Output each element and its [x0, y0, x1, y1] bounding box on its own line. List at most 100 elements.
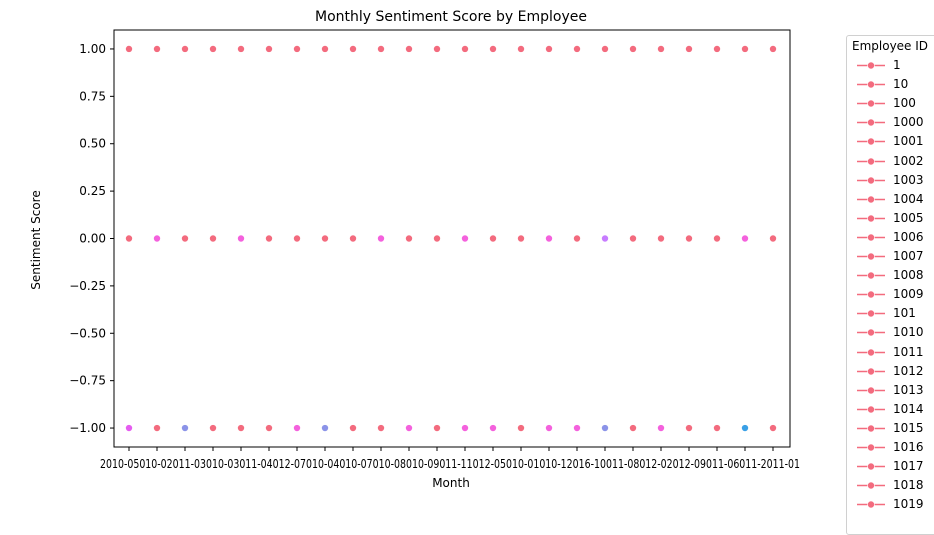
legend-label: 1015 — [893, 420, 924, 435]
legend-marker — [857, 271, 885, 280]
data-point — [685, 424, 693, 432]
data-point — [181, 45, 189, 53]
data-point — [657, 234, 665, 243]
data-point — [769, 45, 777, 53]
legend-label: 1005 — [893, 210, 924, 225]
legend-label: 1012 — [893, 363, 924, 378]
data-point — [545, 45, 553, 53]
data-point — [489, 424, 497, 432]
data-point — [769, 234, 777, 243]
y-tick-label: −1.00 — [69, 421, 106, 435]
legend-marker — [857, 500, 885, 509]
data-point — [377, 45, 385, 53]
data-point — [293, 424, 301, 432]
data-point — [237, 234, 245, 243]
data-point — [573, 234, 581, 243]
legend-title: Employee ID — [852, 39, 929, 53]
legend-label: 1014 — [893, 401, 924, 416]
data-point — [685, 234, 693, 243]
data-point — [461, 234, 469, 243]
legend-item: 1011 — [855, 343, 934, 362]
data-point — [209, 45, 217, 53]
data-point — [517, 424, 525, 432]
y-tick-label: 1.00 — [79, 42, 106, 56]
data-point — [629, 234, 637, 243]
legend-item: 1000 — [855, 113, 934, 132]
legend-marker — [857, 80, 885, 89]
legend-marker — [857, 214, 885, 223]
data-point — [545, 234, 553, 243]
data-point — [741, 234, 749, 243]
data-point — [321, 234, 329, 243]
legend-label: 1009 — [893, 287, 924, 302]
legend-marker — [857, 176, 885, 184]
data-point — [601, 45, 609, 53]
legend-label: 101 — [893, 306, 916, 321]
legend-marker — [857, 118, 885, 127]
legend-item: 1015 — [855, 419, 934, 438]
legend-marker — [857, 195, 885, 203]
legend-item: 1014 — [855, 400, 934, 419]
legend-item: 1008 — [855, 266, 934, 285]
data-point — [517, 234, 525, 243]
data-point — [657, 45, 665, 53]
legend: Employee ID 1 10 100 1000 1001 1002 1003 1004 10… — [846, 35, 934, 535]
legend-marker — [857, 157, 885, 165]
legend-item: 1005 — [855, 209, 934, 228]
x-tick-labels: 2010-05010-02011-03010-03011-04012-07010… — [100, 457, 800, 471]
legend-marker — [857, 329, 885, 337]
legend-label: 1006 — [893, 229, 924, 244]
data-point — [405, 45, 413, 53]
data-point — [321, 424, 329, 432]
legend-item: 1013 — [855, 381, 934, 400]
data-point — [629, 45, 637, 53]
legend-item: 100 — [855, 94, 934, 113]
legend-item: 1018 — [855, 476, 934, 495]
legend-item: 1003 — [855, 171, 934, 190]
legend-item: 101 — [855, 304, 934, 323]
data-point — [601, 424, 609, 432]
legend-marker — [857, 405, 885, 414]
legend-item: 1012 — [855, 362, 934, 381]
data-point — [713, 424, 721, 432]
y-tick-label: 0.50 — [79, 137, 106, 151]
legend-marker — [857, 290, 885, 299]
legend-marker — [857, 99, 885, 108]
legend-item: 1004 — [855, 190, 934, 209]
data-point — [181, 424, 189, 432]
legend-label: 100 — [893, 96, 916, 111]
legend-label: 1001 — [893, 134, 924, 149]
legend-item: 1 — [855, 56, 934, 75]
legend-label: 1002 — [893, 153, 924, 168]
legend-label: 1008 — [893, 268, 924, 283]
legend-marker — [857, 443, 885, 452]
data-point — [321, 45, 329, 53]
legend-label: 1017 — [893, 459, 924, 474]
legend-marker — [857, 386, 885, 394]
data-point — [433, 234, 441, 243]
legend-label: 1003 — [893, 172, 924, 187]
legend-label: 1007 — [893, 249, 924, 263]
legend-marker — [857, 252, 885, 261]
data-point — [629, 424, 637, 432]
data-point — [349, 234, 357, 243]
legend-item: 1019 — [855, 495, 934, 514]
data-point — [405, 424, 413, 432]
data-point — [265, 234, 273, 243]
legend-marker — [857, 233, 885, 242]
legend-label: 1010 — [893, 325, 924, 340]
legend-item: 1001 — [855, 132, 934, 151]
legend-label: 1019 — [893, 497, 924, 512]
legend-marker — [857, 348, 885, 356]
data-point — [741, 45, 749, 53]
data-point — [657, 424, 665, 432]
data-point — [265, 45, 273, 53]
data-points — [125, 45, 777, 432]
legend-item: 1002 — [855, 152, 934, 171]
data-point — [349, 424, 357, 432]
data-point — [237, 424, 245, 432]
data-point — [153, 45, 161, 53]
legend-label: 10 — [893, 77, 909, 92]
legend-label: 1011 — [893, 344, 924, 359]
data-point — [125, 424, 133, 432]
